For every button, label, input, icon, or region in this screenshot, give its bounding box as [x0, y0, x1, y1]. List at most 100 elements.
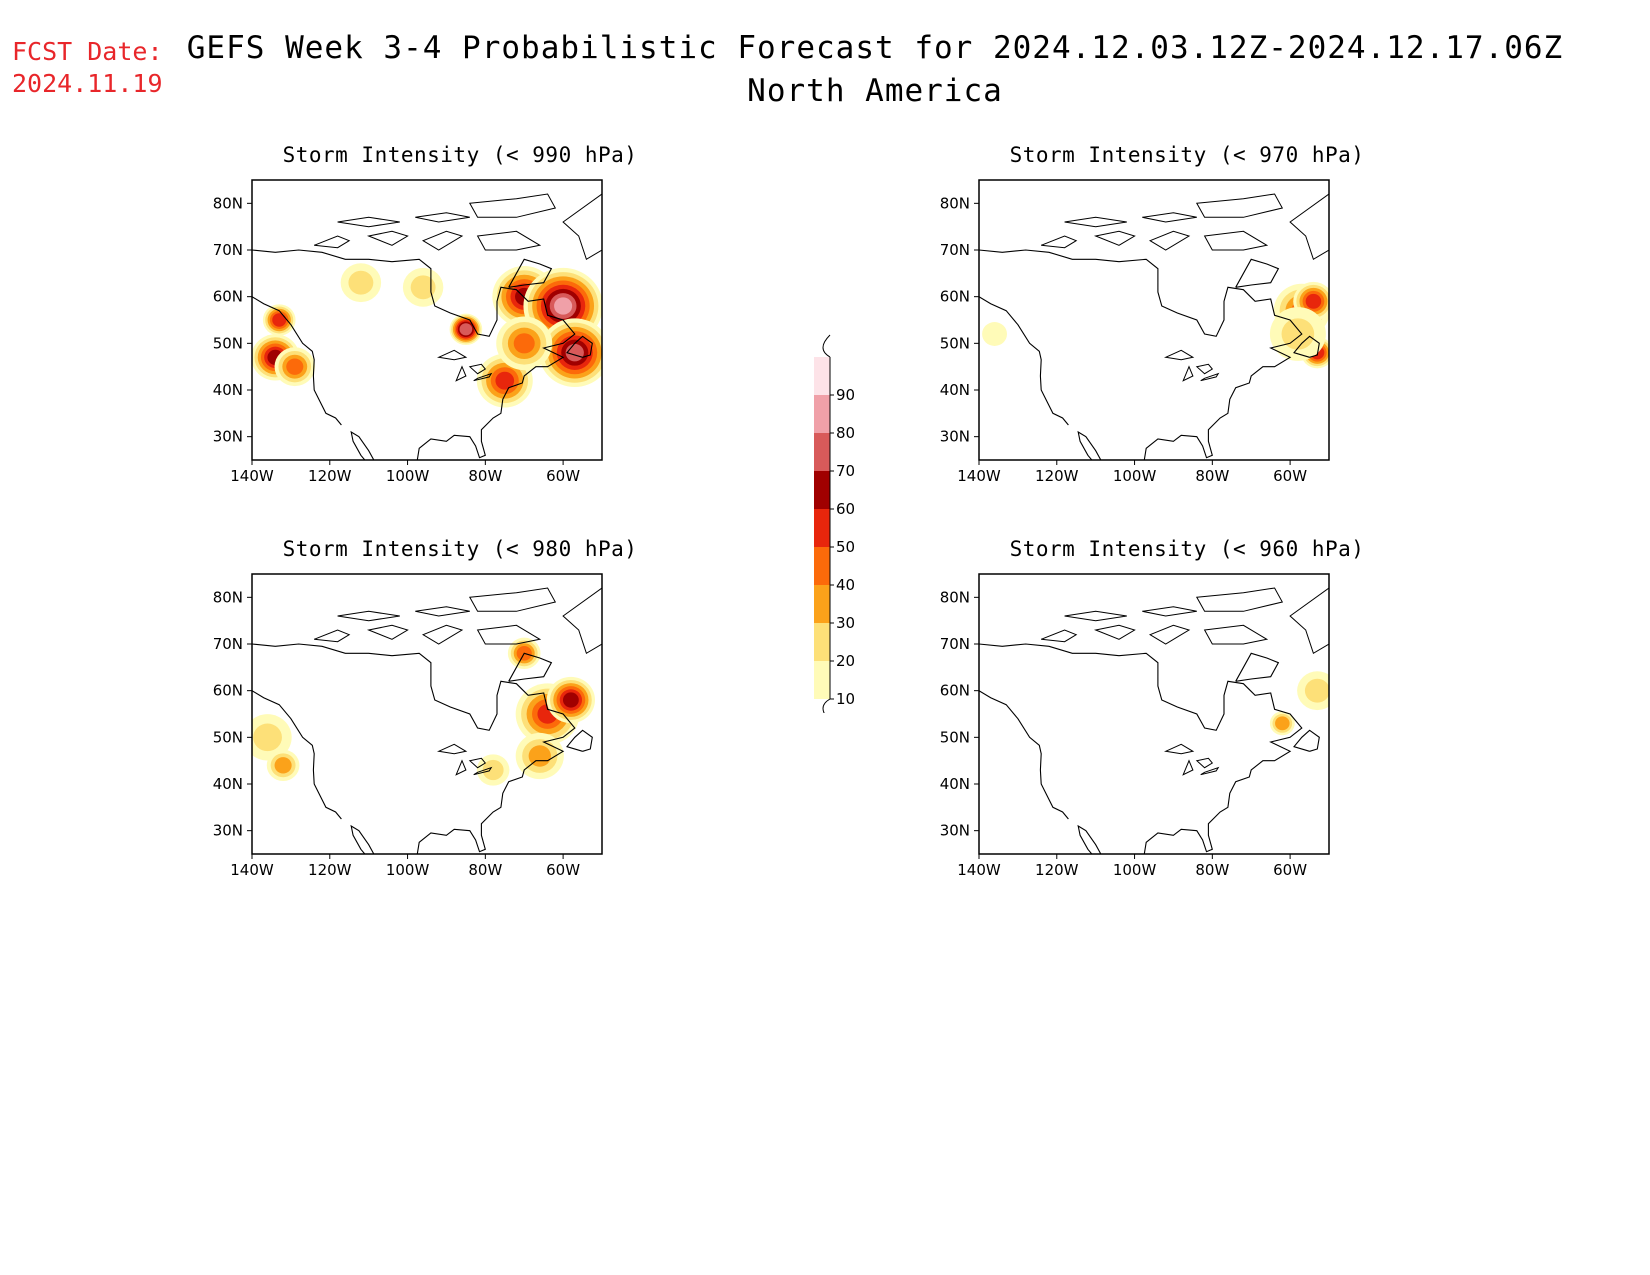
- panel-title: Storm Intensity (< 960 hPa): [1009, 537, 1365, 561]
- longitude-label: 140W: [230, 861, 274, 879]
- longitude-label: 140W: [957, 467, 1001, 485]
- coastline: [1289, 193, 1329, 261]
- coastline: [468, 757, 487, 769]
- coastline: [252, 249, 593, 460]
- coastline: [1195, 587, 1284, 612]
- colorbar-label: 70: [836, 462, 855, 480]
- coastline: [1200, 766, 1220, 776]
- coastline: [1195, 363, 1214, 375]
- coastline: [1093, 230, 1136, 246]
- panel-970: Storm Intensity (< 970 hPa) 80N 70N 60N 50N…: [940, 143, 1372, 533]
- longitude-label: 120W: [308, 467, 352, 485]
- coastline: [1148, 230, 1191, 251]
- coastline: [473, 372, 493, 382]
- colorbar-swatch: [814, 585, 830, 623]
- colorbar-swatch: [814, 509, 830, 547]
- longitude-label: 80W: [1195, 467, 1229, 485]
- probability-cell: [1281, 318, 1315, 350]
- coastline: [473, 766, 493, 776]
- coastline: [436, 743, 468, 755]
- colorbar-swatch: [814, 357, 830, 395]
- map-plot: 80N 70N 60N 50N 40N 30N 140W 120W 100W 80W 60W: [213, 179, 603, 485]
- latitude-label: 40N: [213, 775, 243, 793]
- colorbar-label: 60: [836, 500, 855, 518]
- colorbar-swatch: [814, 433, 830, 471]
- forecast-date: FCST Date: 2024.11.19: [12, 36, 163, 100]
- colorbar-label: 80: [836, 424, 855, 442]
- probability-cell: [1275, 716, 1290, 731]
- colorbar-swatch: [814, 623, 830, 661]
- map-plot: 80N 70N 60N 50N 40N 30N 140W 120W 100W 80W 60W: [940, 573, 1330, 879]
- longitude-label: 60W: [1273, 861, 1307, 879]
- longitude-label: 60W: [1273, 467, 1307, 485]
- longitude-label: 120W: [1035, 467, 1079, 485]
- probability-cell: [982, 322, 1007, 346]
- latitude-label: 40N: [213, 381, 243, 399]
- coastline: [415, 606, 470, 617]
- coastline: [1142, 606, 1197, 617]
- colorbar-label: 50: [836, 538, 855, 556]
- latitude-label: 50N: [213, 334, 243, 352]
- longitude-label: 100W: [1113, 861, 1157, 879]
- probability-cell: [272, 313, 287, 327]
- coastline: [314, 235, 351, 249]
- longitude-label: 80W: [468, 467, 502, 485]
- map-frame: [978, 179, 1330, 461]
- latitude-label: 50N: [940, 728, 970, 746]
- coastline: [1200, 372, 1220, 382]
- map-frame: [251, 573, 603, 855]
- latitude-label: 70N: [940, 241, 970, 259]
- coastline: [1203, 624, 1269, 645]
- probability-cell: [410, 275, 436, 300]
- coastline: [979, 643, 1320, 854]
- coastline: [436, 349, 468, 361]
- coastline: [1182, 365, 1194, 382]
- probability-cell: [348, 270, 374, 295]
- colorbar-label: 20: [836, 652, 855, 670]
- coastline: [421, 230, 464, 251]
- coastline: [1064, 216, 1127, 228]
- coastline: [1203, 230, 1269, 251]
- probability-colorbar: 10 20 30 40 50 60 70 80 90: [814, 334, 855, 713]
- latitude-label: 30N: [940, 428, 970, 446]
- longitude-label: 120W: [308, 861, 352, 879]
- latitude-label: 30N: [213, 822, 243, 840]
- latitude-label: 60N: [940, 288, 970, 306]
- forecast-date-value: 2024.11.19: [12, 69, 163, 98]
- probability-cell: [482, 759, 504, 781]
- colorbar-label: 40: [836, 576, 855, 594]
- coastline: [1041, 629, 1078, 643]
- longitude-label: 140W: [230, 467, 274, 485]
- longitude-label: 100W: [1113, 467, 1157, 485]
- latitude-label: 60N: [940, 682, 970, 700]
- probability-cell: [459, 323, 473, 336]
- longitude-label: 80W: [468, 861, 502, 879]
- forecast-date-label: FCST Date:: [12, 37, 163, 66]
- map-plot: 80N 70N 60N 50N 40N 30N 140W 120W 100W 80W 60W: [940, 179, 1330, 485]
- longitude-label: 140W: [957, 861, 1001, 879]
- coastline: [468, 363, 487, 375]
- latitude-label: 40N: [940, 775, 970, 793]
- panel-title: Storm Intensity (< 990 hPa): [282, 143, 638, 167]
- coastline: [468, 587, 557, 612]
- panel-960: Storm Intensity (< 960 hPa) 80N 70N 60N 50N…: [940, 537, 1372, 927]
- coastline: [1148, 624, 1191, 645]
- coastline: [1289, 587, 1329, 655]
- panel-980: Storm Intensity (< 980 hPa) 80N 70N 60N 50N…: [213, 537, 645, 927]
- latitude-label: 30N: [213, 428, 243, 446]
- probability-cell: [1305, 293, 1322, 309]
- coastline: [476, 230, 542, 251]
- map-plot: 80N 70N 60N 50N 40N 30N 140W 120W 100W 80W 60W: [213, 573, 603, 879]
- coastline: [1142, 212, 1197, 223]
- coastline: [1093, 624, 1136, 640]
- probability-cell: [274, 757, 292, 774]
- region-subtitle: North America: [747, 73, 1003, 109]
- map-frame: [251, 179, 603, 461]
- coastline: [1041, 235, 1078, 249]
- coastline: [337, 216, 400, 228]
- coastline: [1064, 610, 1127, 622]
- panel-title: Storm Intensity (< 970 hPa): [1009, 143, 1365, 167]
- coastline: [979, 249, 1320, 460]
- coastline: [455, 759, 467, 776]
- colorbar-label: 10: [836, 690, 855, 708]
